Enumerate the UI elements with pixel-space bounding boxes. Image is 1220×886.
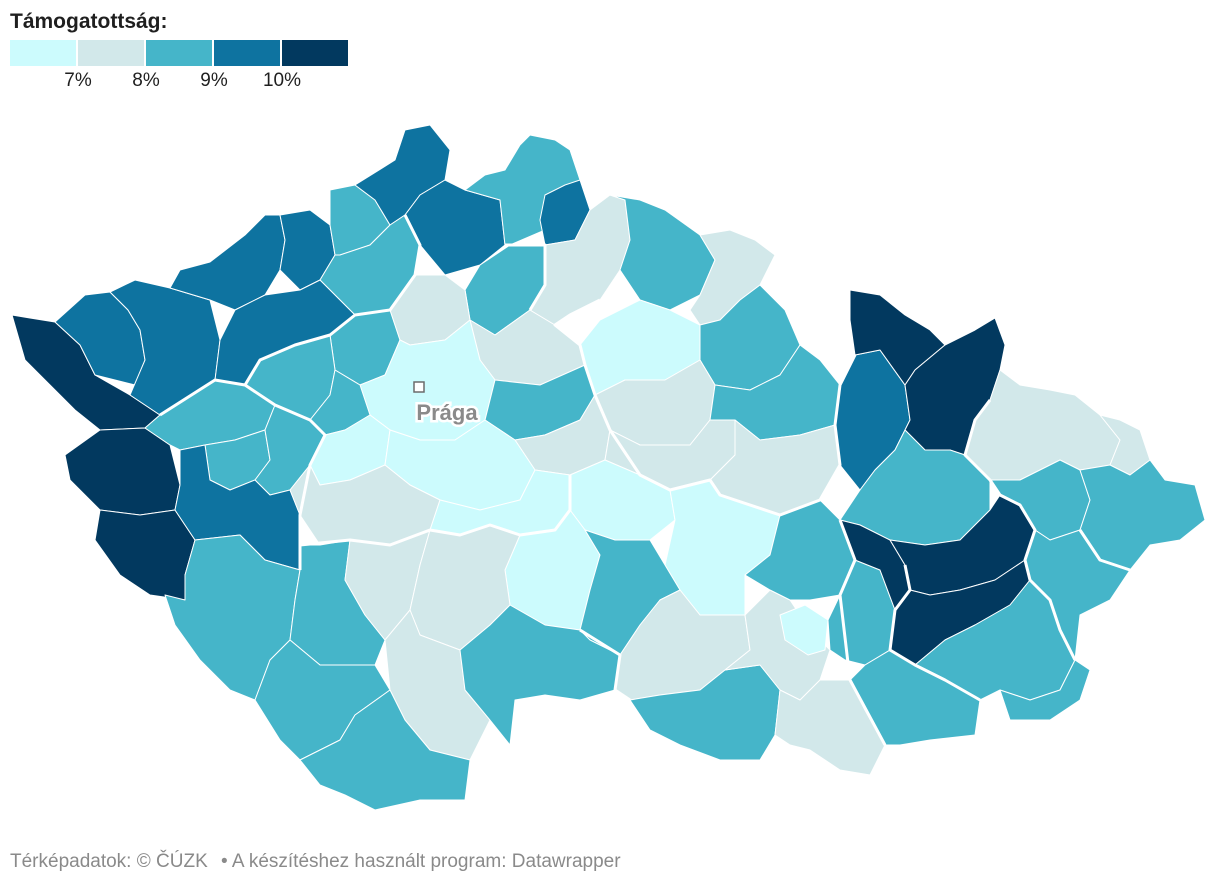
legend: Támogatottság: 7% 8% 9% 10% xyxy=(10,10,350,96)
district-uherske-hradiste[interactable] xyxy=(999,659,1091,721)
prague-marker: Prága xyxy=(413,381,481,428)
district-frydek-mistek[interactable] xyxy=(1079,459,1206,571)
district-cesky-krumlov[interactable] xyxy=(299,689,471,811)
legend-swatch xyxy=(78,40,144,66)
legend-title: Támogatottság: xyxy=(10,10,168,33)
city-marker-icon xyxy=(413,381,425,393)
legend-ticks: 7% 8% 9% 10% xyxy=(10,66,350,96)
legend-tick: 9% xyxy=(200,70,228,91)
legend-swatch xyxy=(282,40,348,66)
legend-swatch xyxy=(146,40,212,66)
city-label-prague: Prága xyxy=(416,400,478,425)
legend-swatch xyxy=(10,40,76,66)
program-credit: A készítéshez használt program: Datawrap… xyxy=(231,851,621,872)
footer-credits: Térképadatok: © ČÚZK • A készítéshez has… xyxy=(10,851,621,873)
credit-separator: • xyxy=(221,851,228,872)
legend-tick: 8% xyxy=(132,70,160,91)
legend-color-scale xyxy=(10,40,350,66)
district-tachov[interactable] xyxy=(64,427,181,516)
district-domazlice[interactable] xyxy=(94,509,196,601)
legend-tick: 7% xyxy=(64,70,92,91)
legend-tick: 10% xyxy=(262,70,302,91)
map-data-credit: Térképadatok: © ČÚZK xyxy=(10,851,208,872)
district-trutnov[interactable] xyxy=(609,194,716,311)
region-borders xyxy=(159,214,1131,746)
legend-swatch xyxy=(214,40,280,66)
district-brno-city[interactable] xyxy=(779,604,829,656)
